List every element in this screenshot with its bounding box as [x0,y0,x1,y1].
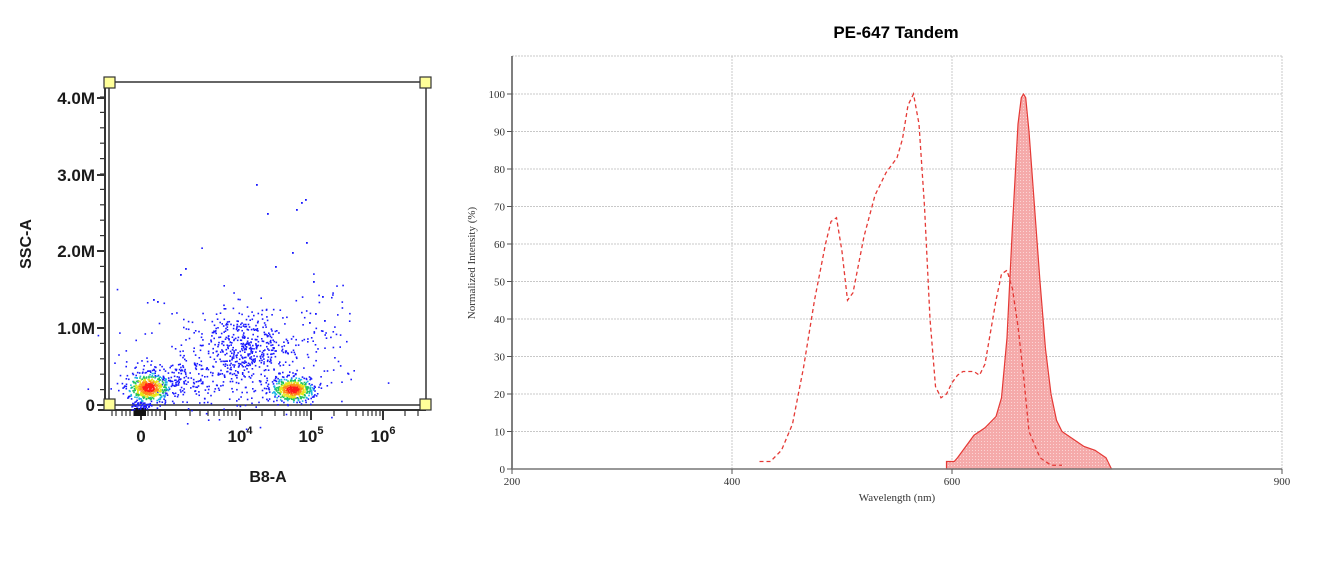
x-tick-label-1e4: 104 [227,425,253,446]
dot-cloud [87,184,390,431]
y-tick-label-0: 0 [86,396,95,415]
gate-handle-bottom-left[interactable] [103,398,116,411]
y-tick-label-2m: 2.0M [57,242,95,261]
x-tick-label-1e5: 105 [298,425,323,446]
y-tick-label: 60 [494,239,506,251]
gate-handle-bottom-right[interactable] [419,398,432,411]
y-tick-label: 10 [494,427,506,439]
excitation-series [759,91,1062,466]
gate-handle-top-right[interactable] [419,76,432,89]
x-tick-label-1e6: 106 [370,425,395,446]
y-tick-label-1m: 1.0M [57,319,95,338]
y-tick-label: 0 [500,464,506,476]
x-tick-label: 900 [1274,476,1291,488]
x-tick-label-0: 0 [136,427,145,446]
chart-title: PE-647 Tandem [833,23,958,42]
x-axis-title: B8-A [249,469,287,486]
y-axis-ticks [97,96,105,406]
x-tick-label: 400 [724,476,741,488]
x-axis-ticks [111,408,419,420]
y-tick-label: 40 [494,314,506,326]
y-tick-label-3m: 3.0M [57,166,95,185]
x-tick-label: 200 [504,476,521,488]
flow-cytometry-plot: 0 1.0M 2.0M 3.0M 4.0M 0 104 105 106 B8-A… [18,76,432,486]
y-tick-label: 90 [494,127,506,139]
y-tick-label: 80 [494,164,506,176]
y-tick-label: 70 [494,202,506,214]
y-tick-label: 50 [494,277,506,289]
y-axis-title: SSC-A [18,219,35,269]
x-tick-label: 600 [944,476,961,488]
gate-handle-top-left[interactable] [103,76,116,89]
y-tick-label: 100 [489,89,506,101]
emission-series [945,92,1113,470]
gate-rectangle[interactable] [108,81,427,406]
grid-lines [511,55,1283,470]
y-tick-label: 30 [494,352,506,364]
y-axis-ticks: 0 10 20 30 40 50 60 70 80 90 100 [489,89,512,476]
x-axis-title: Wavelength (nm) [859,492,936,504]
x-axis-ticks: 200 400 600 900 [504,469,1291,488]
y-tick-label: 20 [494,389,506,401]
y-tick-label-4m: 4.0M [57,89,95,108]
y-axis-title: Normalized Intensity (%) [466,206,478,319]
